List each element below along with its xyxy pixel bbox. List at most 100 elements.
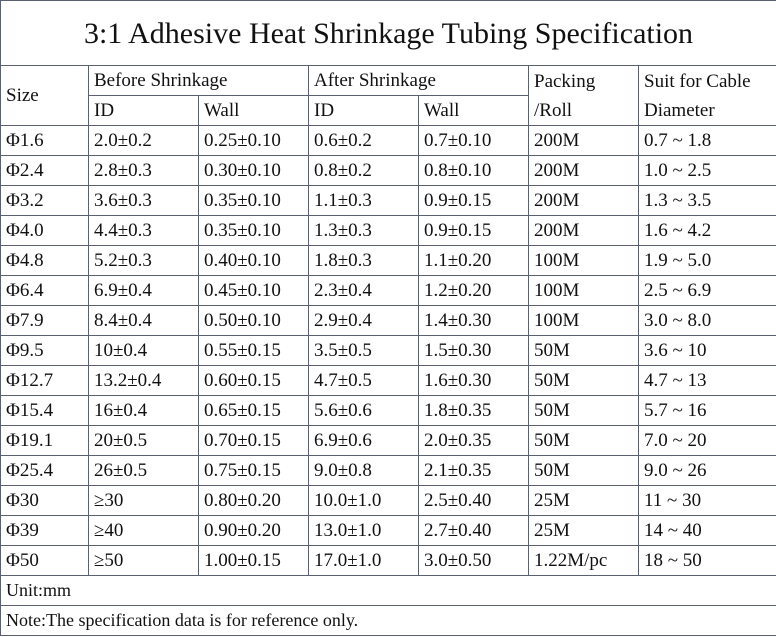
table-title: 3:1 Adhesive Heat Shrinkage Tubing Speci… [0, 0, 776, 66]
header-cell: Size [0, 65, 89, 126]
header-cell: Suit for Cable Diameter [637, 65, 776, 126]
table-cell: 0.90±0.20 [198, 515, 309, 546]
table-cell: 1.22M/pc [528, 545, 639, 576]
header-cell: Packing/Roll [528, 65, 639, 126]
table-cell: 50M [528, 455, 639, 486]
table-cell: 2.5 ~ 6.9 [637, 275, 776, 306]
table-cell: 3.0 ~ 8.0 [637, 305, 776, 336]
table-cell: Φ39 [0, 515, 89, 546]
table-cell: 3.5±0.5 [308, 335, 419, 366]
table-row: Φ19.1 20±0.5 0.70±0.15 6.9±0.6 2.0±0.35 50M 7.… [0, 425, 776, 456]
table-cell: 0.45±0.10 [198, 275, 309, 306]
table-cell: 0.65±0.15 [198, 395, 309, 426]
table-cell: Φ6.4 [0, 275, 89, 306]
header-text: Diameter [644, 99, 715, 121]
table-cell: 14 ~ 40 [637, 515, 776, 546]
table-cell: 4.7 ~ 13 [637, 365, 776, 396]
table-cell: Φ9.5 [0, 335, 89, 366]
table-cell: 1.0 ~ 2.5 [637, 155, 776, 186]
table-cell: Φ25.4 [0, 455, 89, 486]
table-cell: 26±0.5 [88, 455, 199, 486]
table-cell: 0.35±0.10 [198, 185, 309, 216]
table-cell: 1.1±0.20 [418, 245, 529, 276]
header-cell: Before Shrinkage [88, 65, 309, 96]
table-cell: 1.6 ~ 4.2 [637, 215, 776, 246]
table-cell: 0.9±0.15 [418, 215, 529, 246]
table-cell: 200M [528, 155, 639, 186]
table-cell: 0.7 ~ 1.8 [637, 125, 776, 156]
table-cell: 0.7±0.10 [418, 125, 529, 156]
table-cell: ≥50 [88, 545, 199, 576]
table-cell: 100M [528, 245, 639, 276]
table-cell: 50M [528, 425, 639, 456]
table-row: Φ4.0 4.4±0.3 0.35±0.10 1.3±0.3 0.9±0.15 200M 1… [0, 215, 776, 246]
table-cell: 11 ~ 30 [637, 485, 776, 516]
table-row: Φ9.5 10±0.4 0.55±0.15 3.5±0.5 1.5±0.30 50M 3.6… [0, 335, 776, 366]
table-cell: 0.30±0.10 [198, 155, 309, 186]
table-cell: 6.9±0.4 [88, 275, 199, 306]
table-cell: 200M [528, 185, 639, 216]
table-cell: 1.4±0.30 [418, 305, 529, 336]
header-cell: After Shrinkage [308, 65, 529, 96]
header-cell: ID [88, 95, 199, 126]
table-cell: 200M [528, 125, 639, 156]
table-cell: 1.8±0.3 [308, 245, 419, 276]
table-cell: 50M [528, 365, 639, 396]
table-cell: Φ4.0 [0, 215, 89, 246]
table-cell: 1.5±0.30 [418, 335, 529, 366]
table-cell: 7.0 ~ 20 [637, 425, 776, 456]
table-cell: 0.75±0.15 [198, 455, 309, 486]
table-cell: 0.25±0.10 [198, 125, 309, 156]
table-cell: 6.9±0.6 [308, 425, 419, 456]
table-cell: Φ30 [0, 485, 89, 516]
table-cell: Φ50 [0, 545, 89, 576]
table-cell: 0.80±0.20 [198, 485, 309, 516]
table-cell: Φ19.1 [0, 425, 89, 456]
table-cell: 9.0 ~ 26 [637, 455, 776, 486]
table-cell: 2.3±0.4 [308, 275, 419, 306]
table-cell: 2.9±0.4 [308, 305, 419, 336]
table-cell: 50M [528, 395, 639, 426]
table-cell: 10±0.4 [88, 335, 199, 366]
table-cell: 1.00±0.15 [198, 545, 309, 576]
table-cell: ≥40 [88, 515, 199, 546]
table-cell: Φ2.4 [0, 155, 89, 186]
table-cell: 0.8±0.2 [308, 155, 419, 186]
table-cell: Φ15.4 [0, 395, 89, 426]
table-cell: 0.55±0.15 [198, 335, 309, 366]
table-row: Φ25.4 26±0.5 0.75±0.15 9.0±0.8 2.1±0.35 50M 9.… [0, 455, 776, 486]
table-cell: 0.40±0.10 [198, 245, 309, 276]
table-cell: 50M [528, 335, 639, 366]
table-cell: 25M [528, 485, 639, 516]
table-cell: 3.0±0.50 [418, 545, 529, 576]
table-row: Φ1.6 2.0±0.2 0.25±0.10 0.6±0.2 0.7±0.10 200M 0… [0, 125, 776, 156]
table-cell: 5.6±0.6 [308, 395, 419, 426]
table-cell: 1.3 ~ 3.5 [637, 185, 776, 216]
footer-cell: Note:The specification data is for refer… [0, 605, 776, 636]
table-cell: 2.8±0.3 [88, 155, 199, 186]
table-cell: 2.0±0.2 [88, 125, 199, 156]
footer-cell: Unit:mm [0, 575, 776, 606]
table-cell: 3.6±0.3 [88, 185, 199, 216]
table-cell: 8.4±0.4 [88, 305, 199, 336]
table-cell: 1.9 ~ 5.0 [637, 245, 776, 276]
table-cell: ≥30 [88, 485, 199, 516]
header-text: /Roll [534, 99, 573, 121]
table-cell: 0.35±0.10 [198, 215, 309, 246]
table-row: Φ15.4 16±0.4 0.65±0.15 5.6±0.6 1.8±0.35 50M 5.… [0, 395, 776, 426]
table-cell: 9.0±0.8 [308, 455, 419, 486]
table-cell: 2.7±0.40 [418, 515, 529, 546]
table-cell: 2.1±0.35 [418, 455, 529, 486]
table-cell: Φ4.8 [0, 245, 89, 276]
header-cell: Wall [418, 95, 529, 126]
footer-row: Note:The specification data is for refer… [0, 605, 776, 636]
table-cell: 4.4±0.3 [88, 215, 199, 246]
table-row: Φ3.2 3.6±0.3 0.35±0.10 1.1±0.3 0.9±0.15 200M 1… [0, 185, 776, 216]
table-cell: 1.8±0.35 [418, 395, 529, 426]
table-cell: 200M [528, 215, 639, 246]
table-cell: 1.2±0.20 [418, 275, 529, 306]
table-row: Φ30 ≥30 0.80±0.20 10.0±1.0 2.5±0.40 25M 11 ~ 3… [0, 485, 776, 516]
table-cell: 13.0±1.0 [308, 515, 419, 546]
